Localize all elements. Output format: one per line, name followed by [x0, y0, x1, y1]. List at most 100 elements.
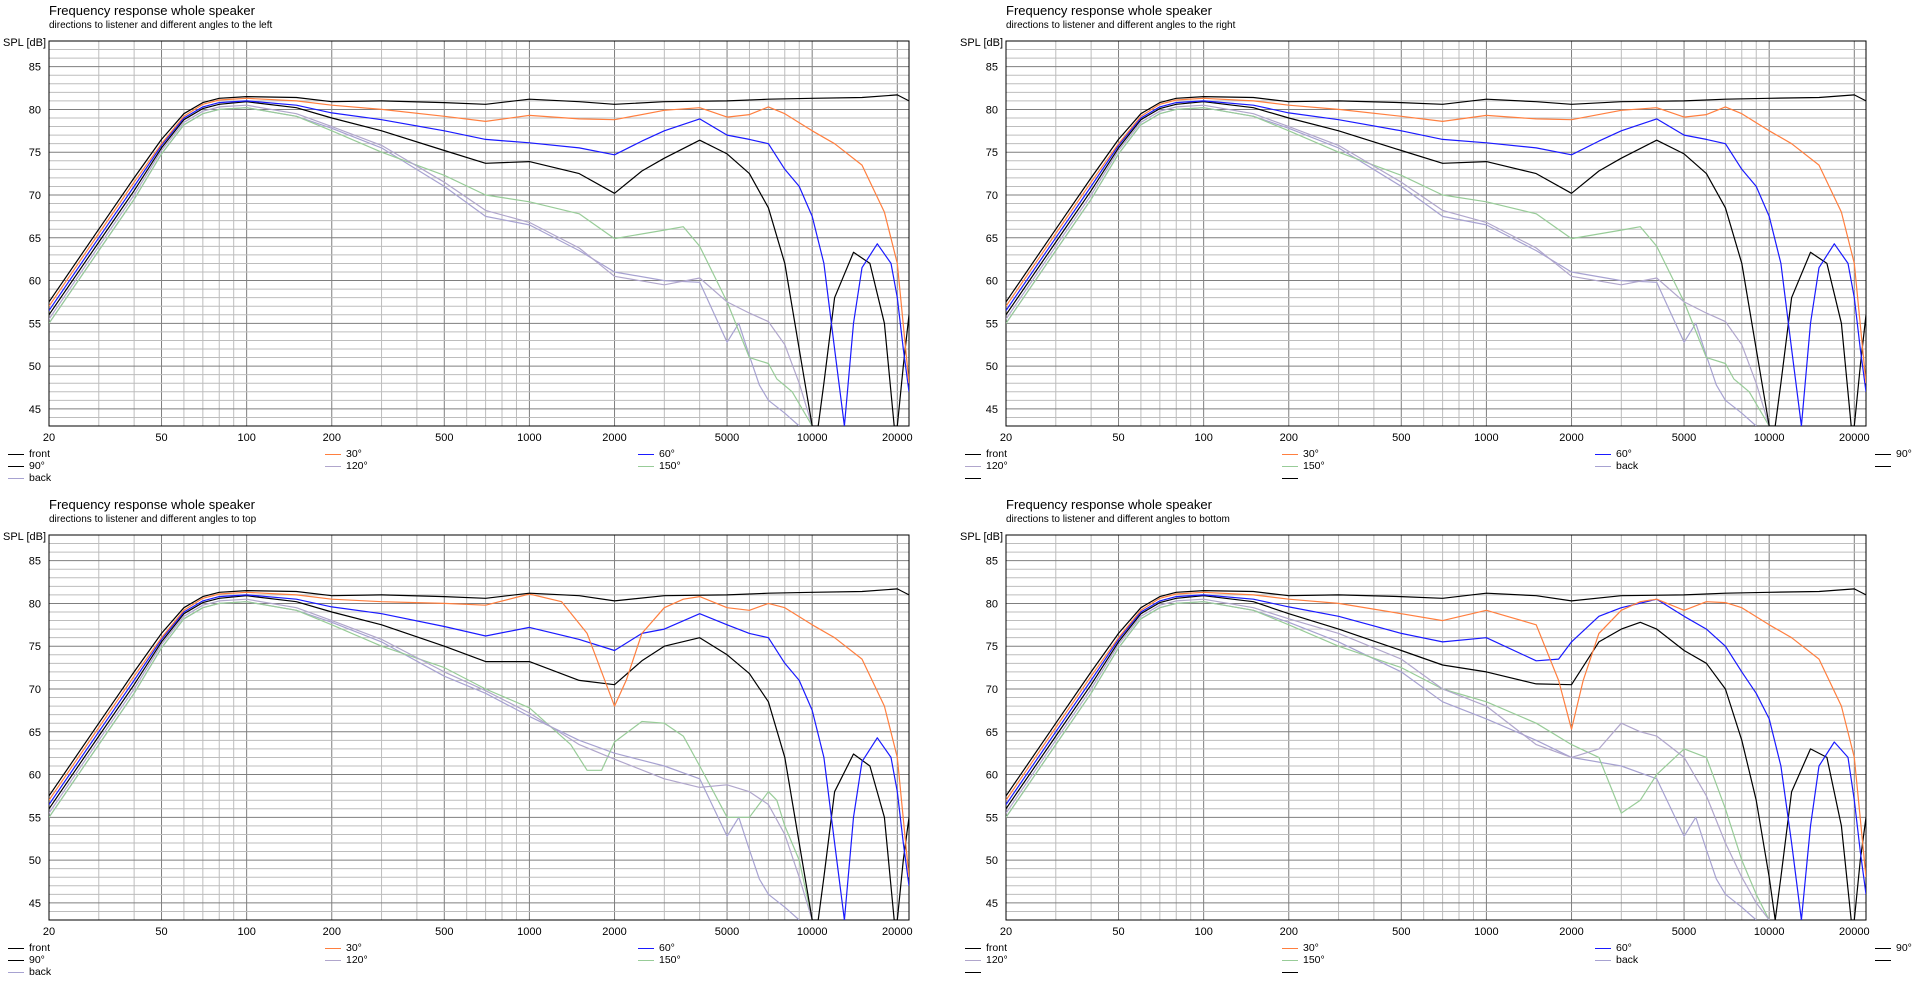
legend-label: 90°	[29, 954, 45, 967]
plot-area: SPL [dB] 20 50 100 200 500 1000 2000 5000 10000 20…	[3, 37, 913, 444]
legend-swatch	[1875, 947, 1891, 949]
series-line-30	[49, 97, 909, 384]
legend-label: 120°	[986, 460, 1008, 473]
legend-label: 30°	[1303, 448, 1319, 461]
legend: front 30° 60° 90° 120° 150° back	[8, 448, 948, 490]
legend-label: back	[29, 472, 52, 485]
y-tick-label: 85	[29, 556, 41, 568]
y-tick-label: 45	[29, 404, 41, 416]
legend-swatch	[638, 453, 654, 455]
legend-entry: 30°	[1282, 448, 1319, 460]
series-line-60	[49, 100, 909, 426]
y-tick-label: 75	[29, 147, 41, 159]
x-tick-label: 500	[435, 926, 453, 938]
x-tick-label: 100	[1194, 926, 1212, 938]
legend-label: 120°	[346, 460, 368, 473]
series-line-60	[1006, 594, 1866, 920]
plot-frame	[48, 534, 910, 921]
x-tick-label: 1000	[1474, 432, 1498, 444]
y-tick-label: 80	[29, 104, 41, 116]
x-tick-label: 10000	[1754, 432, 1785, 444]
legend-entry: 30°	[325, 448, 362, 460]
series-line-90	[49, 595, 909, 920]
legend-entry: 90°	[8, 954, 45, 966]
legend-entry: back	[8, 472, 51, 484]
y-tick-label: 55	[29, 318, 41, 330]
x-tick-label: 100	[1194, 432, 1212, 444]
legend-label: 60°	[1616, 942, 1632, 955]
x-tick-label: 20	[43, 926, 55, 938]
legend-swatch	[1595, 465, 1611, 467]
legend-swatch	[1282, 947, 1298, 949]
legend-entry: 30°	[325, 942, 362, 954]
legend-swatch	[1282, 971, 1298, 973]
legend-entry: 120°	[965, 460, 1008, 472]
legend-swatch	[965, 465, 981, 467]
series-line-90	[49, 101, 909, 426]
series-line-150	[1006, 107, 1770, 426]
legend-swatch	[965, 453, 981, 455]
y-axis-label: SPL [dB]	[960, 37, 1003, 49]
legend-entry: 60°	[1595, 942, 1632, 954]
series-line-30	[1006, 97, 1866, 384]
legend-swatch	[8, 477, 24, 479]
legend-label: 60°	[659, 942, 675, 955]
x-tick-label: 10000	[1754, 926, 1785, 938]
series-line-150	[1006, 601, 1770, 920]
chart-panel-bottom: Frequency response whole speaker directi…	[957, 494, 1914, 988]
legend-swatch	[8, 453, 24, 455]
legend-swatch	[1595, 947, 1611, 949]
y-tick-label: 75	[986, 641, 998, 653]
legend-swatch	[8, 959, 24, 961]
plot-frame	[1005, 40, 1867, 427]
legend-swatch	[965, 947, 981, 949]
y-tick-label: 45	[29, 898, 41, 910]
y-tick-label: 60	[29, 770, 41, 782]
y-tick-label: 80	[986, 104, 998, 116]
y-tick-label: 75	[986, 147, 998, 159]
y-tick-label: 70	[986, 190, 998, 202]
x-tick-label: 20000	[882, 432, 913, 444]
y-tick-label: 85	[986, 556, 998, 568]
legend-swatch	[325, 947, 341, 949]
y-tick-label: 50	[986, 361, 998, 373]
legend-swatch	[1875, 959, 1891, 961]
legend-swatch	[325, 959, 341, 961]
series-line-120	[49, 104, 813, 426]
legend-swatch	[325, 465, 341, 467]
plot-area: SPL [dB] 20 50 100 200 500 1000 2000 5000 10000 20…	[3, 531, 913, 938]
x-tick-label: 200	[1280, 432, 1298, 444]
legend-label: back	[1616, 460, 1639, 473]
series-line-150	[49, 601, 813, 920]
legend-entry	[1282, 966, 1303, 978]
series-line-120	[1006, 598, 1770, 920]
x-tick-label: 2000	[1559, 432, 1583, 444]
x-tick-label: 5000	[1672, 926, 1696, 938]
y-tick-label: 50	[29, 361, 41, 373]
x-tick-label: 1000	[517, 926, 541, 938]
x-tick-label: 200	[1280, 926, 1298, 938]
legend-entry: 120°	[325, 460, 368, 472]
legend-entry: front	[965, 448, 1007, 460]
legend-entry: 30°	[1282, 942, 1319, 954]
chart-subtitle: directions to listener and different ang…	[1006, 20, 1236, 31]
legend-label: 60°	[1616, 448, 1632, 461]
legend-label: 60°	[659, 448, 675, 461]
legend-entry: 60°	[1595, 448, 1632, 460]
legend-swatch	[1875, 465, 1891, 467]
legend-label: front	[29, 942, 51, 955]
series-line-30	[1006, 591, 1866, 878]
y-tick-label: 65	[29, 233, 41, 245]
legend-label: 30°	[346, 942, 362, 955]
chart-subtitle: directions to listener and different ang…	[1006, 514, 1230, 525]
legend-entry: 90°	[1875, 448, 1912, 460]
legend-label: back	[29, 966, 52, 979]
legend-entry	[1875, 460, 1896, 472]
y-tick-label: 60	[986, 770, 998, 782]
legend-label: 150°	[659, 460, 681, 473]
x-tick-label: 100	[237, 432, 255, 444]
x-tick-label: 100	[237, 926, 255, 938]
x-tick-label: 2000	[602, 926, 626, 938]
x-tick-label: 20	[43, 432, 55, 444]
y-axis-label: SPL [dB]	[960, 531, 1003, 543]
